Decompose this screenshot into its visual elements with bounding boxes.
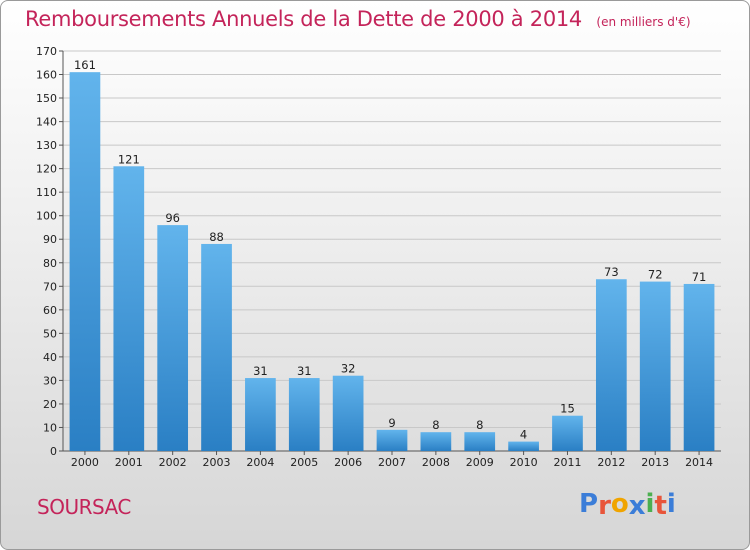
chart-subtitle: (en milliers d'€) [596, 15, 691, 29]
x-tick-label: 2012 [597, 456, 625, 469]
bar [683, 283, 715, 451]
chart-title-text: Remboursements Annuels de la Dette de 20… [25, 7, 582, 31]
data-label: 72 [648, 268, 663, 282]
data-label: 121 [118, 152, 140, 166]
x-tick-label: 2000 [71, 456, 99, 469]
y-tick-label: 150 [36, 92, 57, 105]
x-tick-label: 2002 [159, 456, 187, 469]
data-label: 88 [209, 230, 224, 244]
logo-letter: i [666, 489, 676, 519]
bar [201, 243, 232, 451]
y-tick-label: 160 [36, 69, 57, 82]
y-tick-label: 60 [43, 304, 57, 317]
logo-letter: t [654, 491, 667, 521]
x-tick-label: 2014 [685, 456, 713, 469]
y-tick-label: 130 [36, 139, 57, 152]
logo-letter: r [598, 491, 611, 521]
data-label: 31 [253, 364, 268, 378]
x-tick-label: 2013 [641, 456, 669, 469]
logo-letter: i [645, 489, 655, 519]
y-tick-label: 30 [43, 374, 57, 387]
y-tick-label: 40 [43, 351, 57, 364]
data-label: 9 [388, 416, 395, 430]
x-tick-label: 2003 [203, 456, 231, 469]
data-label: 31 [297, 364, 312, 378]
y-tick-label: 120 [36, 163, 57, 176]
commune-name: SOURSAC [37, 495, 131, 519]
axes: 0 10 20 30 40 50 60 70 80 90 100 110 120 130 140 150 160… [36, 45, 721, 469]
bar [245, 378, 276, 451]
logo-letter: o [610, 489, 629, 519]
y-tick-label: 0 [50, 445, 57, 458]
x-tick-label: 2006 [334, 456, 362, 469]
data-label: 8 [432, 418, 439, 432]
y-tick-label: 10 [43, 421, 57, 434]
y-tick-label: 90 [43, 233, 57, 246]
x-tick-label: 2011 [553, 456, 581, 469]
logo-letter: P [579, 489, 599, 519]
bar [464, 432, 496, 451]
y-tick-label: 80 [43, 257, 57, 270]
y-tick-label: 70 [43, 280, 57, 293]
bar [288, 378, 320, 451]
x-tick-label: 2004 [246, 456, 274, 469]
bar [420, 432, 452, 451]
bar [639, 281, 671, 451]
bar [508, 441, 539, 451]
y-tick-label: 20 [43, 398, 57, 411]
bar [595, 279, 627, 451]
y-tick-label: 50 [43, 327, 57, 340]
x-tick-label: 2001 [115, 456, 143, 469]
bar [332, 375, 364, 451]
data-label: 73 [604, 265, 619, 279]
proxiti-logo: Proxiti [579, 489, 676, 521]
logo-letter: x [628, 491, 646, 521]
bars [69, 72, 715, 452]
x-tick-label: 2005 [290, 456, 318, 469]
bar [552, 415, 583, 451]
chart-title: Remboursements Annuels de la Dette de 20… [25, 7, 691, 31]
bar [376, 429, 408, 451]
x-tick-label: 2008 [422, 456, 450, 469]
y-tick-label: 100 [36, 210, 57, 223]
bar [113, 166, 145, 451]
bar [69, 72, 101, 452]
data-label: 71 [692, 270, 707, 284]
y-tick-label: 140 [36, 116, 57, 129]
bar [157, 225, 189, 451]
x-tick-label: 2010 [510, 456, 538, 469]
data-label: 32 [341, 362, 356, 376]
x-tick-label: 2007 [378, 456, 406, 469]
data-label: 8 [476, 418, 483, 432]
x-tick-label: 2009 [466, 456, 494, 469]
data-label: 4 [520, 428, 527, 442]
y-tick-label: 110 [36, 186, 57, 199]
data-label: 96 [165, 211, 180, 225]
data-label: 15 [560, 402, 575, 416]
data-label: 161 [74, 58, 96, 72]
y-tick-label: 170 [36, 45, 57, 58]
